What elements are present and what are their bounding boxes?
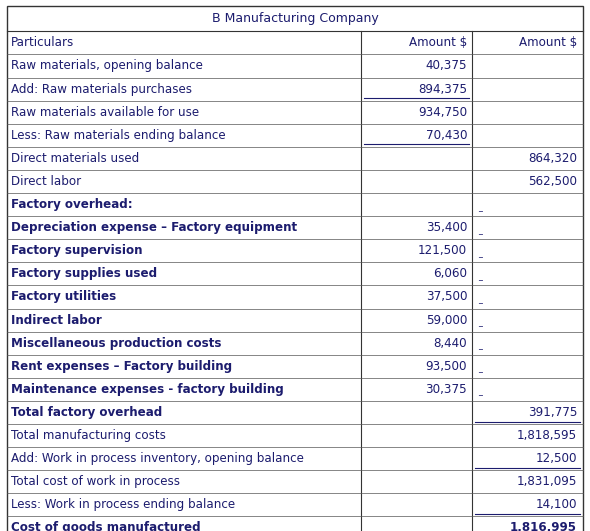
Text: 121,500: 121,500	[418, 244, 467, 257]
Text: Amount $: Amount $	[519, 37, 577, 49]
Text: Add: Raw materials purchases: Add: Raw materials purchases	[11, 83, 192, 96]
Text: _: _	[478, 388, 481, 397]
Text: B Manufacturing Company: B Manufacturing Company	[212, 12, 378, 25]
Text: 30,375: 30,375	[425, 383, 467, 396]
Text: Rent expenses – Factory building: Rent expenses – Factory building	[11, 360, 232, 373]
Text: 8,440: 8,440	[434, 337, 467, 349]
Text: _: _	[478, 318, 481, 327]
Text: 894,375: 894,375	[418, 83, 467, 96]
Text: Less: Raw materials ending balance: Less: Raw materials ending balance	[11, 129, 226, 142]
Text: Indirect labor: Indirect labor	[11, 314, 102, 327]
Text: 1,831,095: 1,831,095	[517, 475, 577, 488]
Text: Factory overhead:: Factory overhead:	[11, 198, 133, 211]
Text: _: _	[478, 341, 481, 350]
Text: _: _	[478, 364, 481, 373]
Text: Direct labor: Direct labor	[11, 175, 81, 188]
Text: _: _	[478, 295, 481, 304]
Text: Maintenance expenses - factory building: Maintenance expenses - factory building	[11, 383, 284, 396]
Text: 1,816,995: 1,816,995	[510, 521, 577, 531]
Text: 59,000: 59,000	[426, 314, 467, 327]
Text: 70,430: 70,430	[425, 129, 467, 142]
Text: Particulars: Particulars	[11, 37, 74, 49]
Text: 40,375: 40,375	[425, 59, 467, 72]
Text: 35,400: 35,400	[426, 221, 467, 234]
Text: Total manufacturing costs: Total manufacturing costs	[11, 429, 166, 442]
Text: Raw materials available for use: Raw materials available for use	[11, 106, 199, 118]
Text: Factory utilities: Factory utilities	[11, 290, 116, 303]
Text: 562,500: 562,500	[528, 175, 577, 188]
Text: 391,775: 391,775	[527, 406, 577, 419]
Text: Direct materials used: Direct materials used	[11, 152, 139, 165]
Text: Depreciation expense – Factory equipment: Depreciation expense – Factory equipment	[11, 221, 297, 234]
Text: Total cost of work in process: Total cost of work in process	[11, 475, 180, 488]
Text: Factory supplies used: Factory supplies used	[11, 268, 158, 280]
Text: Amount $: Amount $	[409, 37, 467, 49]
Text: _: _	[478, 249, 481, 258]
Text: Miscellaneous production costs: Miscellaneous production costs	[11, 337, 222, 349]
Text: 14,100: 14,100	[536, 499, 577, 511]
Text: Raw materials, opening balance: Raw materials, opening balance	[11, 59, 203, 72]
Text: Total factory overhead: Total factory overhead	[11, 406, 162, 419]
Text: Factory supervision: Factory supervision	[11, 244, 143, 257]
Text: 37,500: 37,500	[425, 290, 467, 303]
Text: Cost of goods manufactured: Cost of goods manufactured	[11, 521, 201, 531]
Text: 12,500: 12,500	[536, 452, 577, 465]
Text: _: _	[478, 226, 481, 235]
Text: Add: Work in process inventory, opening balance: Add: Work in process inventory, opening …	[11, 452, 304, 465]
Text: _: _	[478, 203, 481, 212]
Text: _: _	[478, 272, 481, 281]
Text: 93,500: 93,500	[425, 360, 467, 373]
Text: 1,818,595: 1,818,595	[517, 429, 577, 442]
Text: 6,060: 6,060	[433, 268, 467, 280]
Text: 864,320: 864,320	[528, 152, 577, 165]
Text: Less: Work in process ending balance: Less: Work in process ending balance	[11, 499, 235, 511]
Text: 934,750: 934,750	[418, 106, 467, 118]
